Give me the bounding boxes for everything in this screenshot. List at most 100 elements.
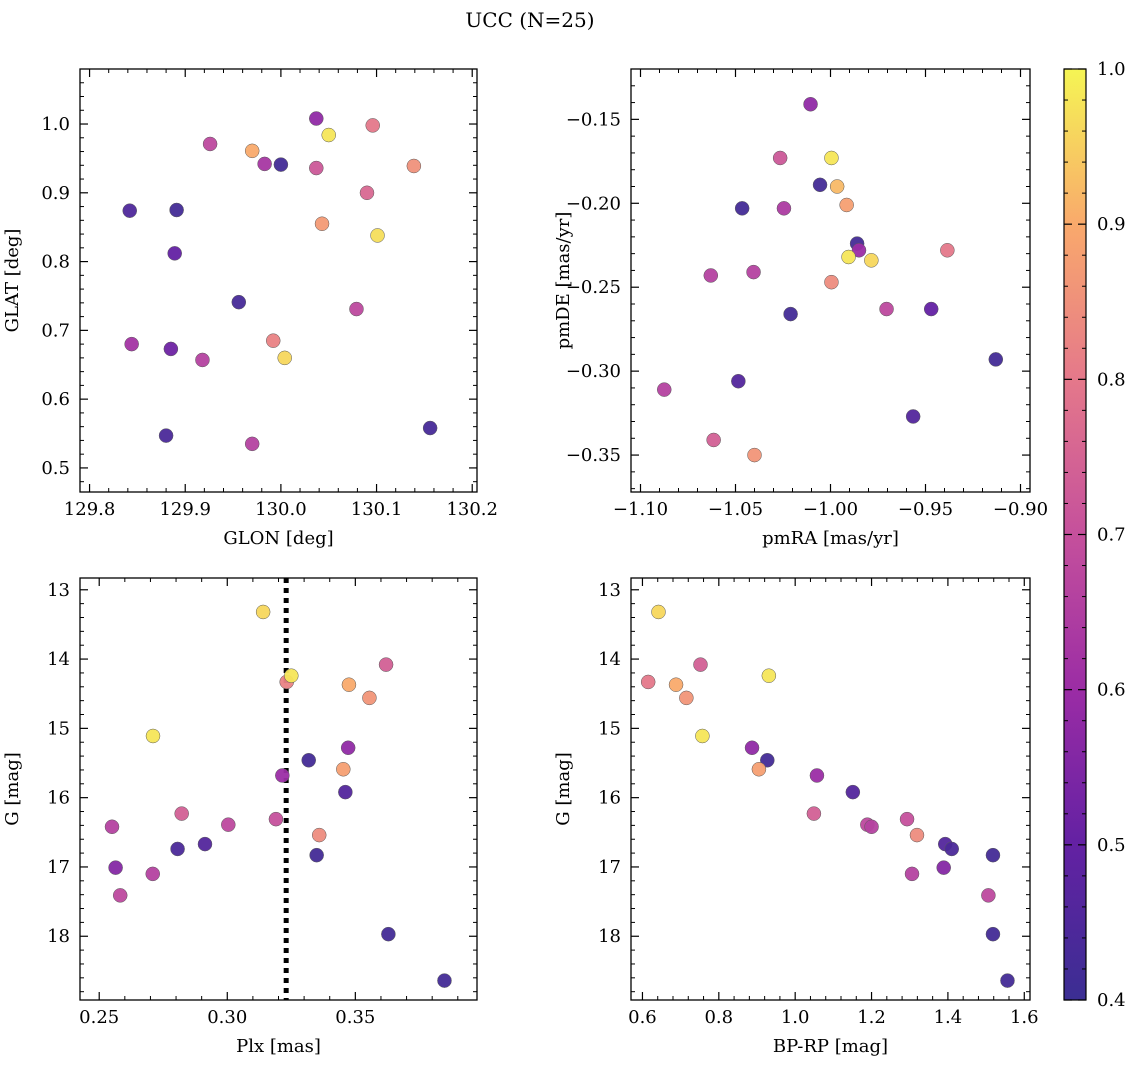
scatter-point	[829, 179, 845, 194]
y-tick-label: 14	[598, 649, 621, 670]
scatter-point	[268, 811, 284, 827]
y-tick-label: 0.8	[41, 252, 70, 273]
colorbar-tick-label: 0.9	[1097, 214, 1126, 235]
x-tick-label: 1.0	[781, 1007, 810, 1028]
y-tick-label: 18	[598, 926, 621, 947]
y-tick-label: 0.7	[41, 320, 70, 341]
scatter-point	[158, 428, 174, 443]
x-tick-label: 130.0	[255, 499, 307, 520]
scatter-point	[1000, 973, 1015, 988]
scatter-point	[909, 827, 925, 843]
y-tick-label: −0.35	[566, 445, 621, 466]
scatter-point	[839, 197, 854, 213]
scatter-point	[812, 177, 828, 193]
scatter-point	[783, 306, 798, 322]
scatter-point	[338, 784, 353, 800]
scatter-point	[163, 341, 179, 357]
y-tick-label: 0.9	[41, 183, 70, 204]
scatter-point	[809, 768, 825, 783]
scatter-point	[841, 249, 856, 265]
x-tick-label: 129.9	[159, 499, 211, 520]
scatter-point	[899, 811, 915, 827]
scatter-point	[851, 243, 867, 258]
scatter-point	[864, 253, 879, 268]
scatter-point	[265, 333, 281, 348]
x-axis-label: BP-RP [mag]	[773, 1036, 888, 1057]
y-tick-label: 17	[598, 857, 621, 878]
x-tick-label: 0.6	[628, 1007, 657, 1028]
y-tick-label: 15	[47, 718, 70, 739]
scatter-point	[309, 111, 324, 126]
y-axis-label: pmDE [mas/yr]	[553, 212, 574, 350]
scatter-point	[651, 604, 666, 620]
y-tick-label: 14	[47, 649, 70, 670]
scatter-point	[703, 268, 719, 283]
scatter-point	[668, 677, 684, 692]
scatter-point	[370, 228, 385, 243]
scatter-point	[349, 301, 364, 317]
x-axis-label: pmRA [mas/yr]	[762, 528, 899, 549]
scatter-point	[923, 301, 939, 317]
panel-glon-glat: 129.8 129.9 130.0 130.1 130.2 0.5 0.6 0.7 0.8 0.9…	[2, 68, 498, 549]
scatter-point	[406, 158, 422, 174]
x-tick-label: 0.8	[704, 1007, 733, 1028]
scatter-point	[936, 860, 951, 875]
scatter-point	[803, 97, 818, 112]
colorbar-tick-label: 0.7	[1097, 525, 1126, 546]
y-tick-label: 13	[47, 580, 70, 601]
y-tick-label: −0.15	[566, 109, 621, 130]
scatter-point	[751, 762, 767, 777]
scatter-point	[904, 866, 920, 882]
scatter-point	[104, 819, 120, 835]
scatter-point	[314, 216, 330, 232]
scatter-point	[981, 888, 996, 903]
y-tick-label: 0.6	[41, 389, 70, 410]
scatter-point	[202, 136, 218, 152]
scatter-point	[747, 447, 762, 463]
x-tick-label: 0.25	[79, 1007, 119, 1028]
scatter-point	[760, 752, 775, 768]
scatter-point	[341, 677, 357, 692]
colorbar-tick-label: 0.5	[1097, 835, 1126, 856]
x-tick-label: −0.95	[898, 499, 953, 520]
colorbar-tick-label: 0.8	[1097, 369, 1126, 390]
scatter-point	[746, 264, 761, 280]
x-tick-label: −0.90	[993, 499, 1048, 520]
scatter-point	[845, 784, 861, 800]
x-tick-label: 1.4	[934, 1007, 963, 1028]
colorbar-tick-label: 0.6	[1097, 680, 1126, 701]
plot-frame	[79, 68, 478, 493]
scatter-point	[273, 157, 289, 172]
y-tick-label: 15	[598, 718, 621, 739]
x-tick-label: 0.35	[335, 1007, 375, 1028]
scatter-point	[170, 841, 185, 857]
scatter-point	[378, 657, 394, 672]
y-tick-label: 16	[47, 788, 70, 809]
x-tick-label: 1.6	[1010, 1007, 1039, 1028]
scatter-point	[940, 243, 955, 258]
scatter-point	[244, 143, 260, 159]
colorbar: 0.4 0.5 0.6 0.7 0.8 0.9 1.0	[1063, 59, 1126, 1011]
scatter-point	[824, 274, 839, 290]
scatter-point	[985, 926, 1001, 942]
x-tick-label: 129.8	[64, 499, 116, 520]
scatter-point	[806, 806, 822, 821]
scatter-point	[944, 841, 959, 857]
scatter-point	[776, 201, 792, 216]
scatter-point	[706, 432, 721, 448]
y-tick-label: 17	[47, 857, 70, 878]
x-tick-label: −1.10	[613, 499, 668, 520]
y-tick-label: 1.0	[41, 114, 70, 135]
scatter-point	[221, 817, 236, 832]
scatter-point	[734, 201, 750, 216]
x-tick-label: 130.2	[446, 499, 498, 520]
figure-title: UCC (N=25)	[465, 8, 594, 32]
scatter-point	[381, 926, 396, 942]
x-tick-label: 0.30	[207, 1007, 247, 1028]
scatter-point	[657, 382, 672, 397]
y-axis-label: G [mag]	[2, 752, 23, 825]
x-tick-label: −1.00	[803, 499, 858, 520]
scatter-point	[640, 674, 656, 690]
scatter-point	[301, 752, 316, 768]
scatter-point	[195, 352, 210, 368]
